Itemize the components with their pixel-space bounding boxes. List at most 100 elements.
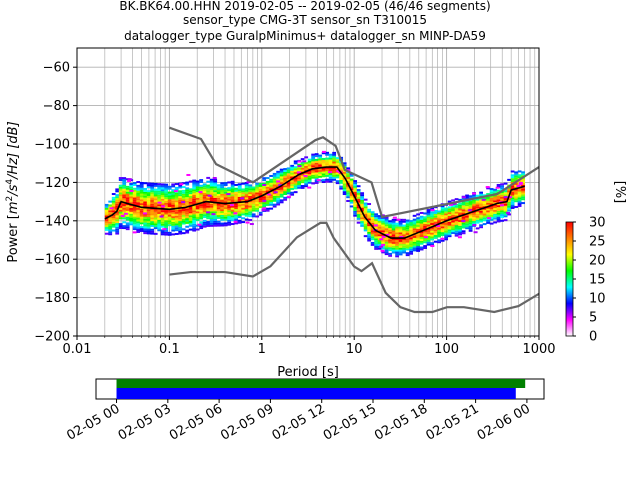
psd-cell (440, 226, 445, 229)
psd-cell (300, 175, 305, 178)
psd-cell (160, 219, 165, 222)
psd-cell (230, 198, 235, 201)
psd-cell (454, 228, 459, 231)
psd-cell (507, 201, 511, 204)
psd-cell (342, 185, 347, 188)
psd-cell (108, 221, 113, 224)
psd-cell (269, 186, 274, 189)
psd-cell (419, 246, 424, 249)
psd-cell (318, 154, 323, 157)
psd-cell (454, 205, 459, 208)
psd-cell (244, 205, 249, 208)
psd-cell (146, 182, 151, 185)
psd-cell (209, 190, 214, 193)
psd-cell (377, 216, 382, 219)
psd-cell (493, 213, 497, 216)
psd-cell (328, 153, 333, 156)
psd-cell (437, 212, 442, 215)
psd-outlier-cell (380, 249, 385, 252)
psd-cell (458, 198, 463, 201)
psd-cell (143, 195, 148, 198)
psd-cell (129, 198, 134, 201)
psd-cell (384, 218, 389, 221)
psd-cell (262, 204, 267, 207)
colorbar-bar (565, 221, 574, 337)
psd-cell (521, 196, 525, 199)
psd-cell (321, 157, 326, 160)
psd-cell (150, 186, 155, 189)
psd-cell (419, 227, 424, 230)
psd-cell (496, 193, 501, 196)
psd-cell (346, 188, 351, 191)
psd-cell (293, 166, 298, 169)
psd-cell (318, 173, 323, 176)
psd-cell (139, 210, 144, 213)
psd-cell (279, 172, 284, 175)
psd-cell (440, 214, 445, 217)
timeline-tick-label: 02-05 06 (167, 401, 225, 443)
psd-cell (363, 229, 368, 232)
psd-cell (370, 234, 375, 237)
psd-cell (286, 175, 291, 178)
psd-cell (423, 223, 428, 226)
psd-cell (332, 178, 337, 181)
psd-cell (122, 209, 127, 212)
psd-cell (160, 233, 165, 236)
psd-cell (199, 225, 204, 228)
psd-cell (118, 211, 123, 214)
psd-cell (248, 211, 253, 214)
psd-cell (419, 221, 424, 224)
psd-cell (353, 193, 358, 196)
psd-cell (461, 201, 466, 204)
psd-cell (115, 201, 120, 204)
psd-cell (496, 210, 501, 213)
psd-cell (227, 208, 232, 211)
psd-cell (384, 228, 389, 231)
psd-cell (447, 215, 452, 218)
psd-cell (136, 207, 141, 210)
psd-cell (444, 236, 449, 239)
psd-cell (167, 206, 172, 209)
psd-cell (342, 171, 347, 174)
psd-cell (496, 216, 501, 219)
psd-cell (444, 226, 449, 229)
psd-cell (342, 183, 347, 186)
psd-cell (307, 170, 312, 173)
psd-cell (398, 245, 403, 248)
psd-cell (353, 182, 358, 185)
psd-outlier-cell (503, 196, 508, 199)
psd-cell (244, 185, 249, 188)
psd-cell (314, 178, 319, 181)
psd-outlier-cell (373, 224, 378, 227)
psd-cell (251, 199, 256, 202)
psd-cell (164, 210, 169, 213)
psd-cell (111, 208, 116, 211)
psd-cell (447, 200, 452, 203)
psd-cell (227, 223, 232, 226)
psd-cell (157, 229, 162, 232)
psd-cell (178, 209, 183, 212)
psd-cell (356, 215, 361, 218)
psd-cell (356, 185, 361, 188)
psd-cell (206, 199, 211, 202)
psd-cell (353, 199, 358, 202)
psd-cell (321, 159, 326, 162)
psd-cell (426, 243, 431, 246)
psd-cell (160, 214, 165, 217)
psd-cell (272, 182, 277, 185)
psd-cell (164, 216, 169, 219)
psd-cell (503, 198, 508, 201)
psd-cell (482, 217, 487, 220)
psd-cell (367, 218, 372, 221)
psd-cell (241, 213, 246, 216)
psd-outlier-cell (518, 182, 523, 185)
psd-cell (412, 222, 417, 225)
psd-cell (241, 182, 246, 185)
psd-cell (279, 178, 284, 181)
psd-cell (377, 230, 382, 233)
psd-cell (164, 191, 169, 194)
psd-cell (171, 210, 176, 213)
psd-outlier-cell (296, 171, 301, 174)
psd-cell (171, 223, 176, 226)
psd-cell (227, 189, 232, 192)
